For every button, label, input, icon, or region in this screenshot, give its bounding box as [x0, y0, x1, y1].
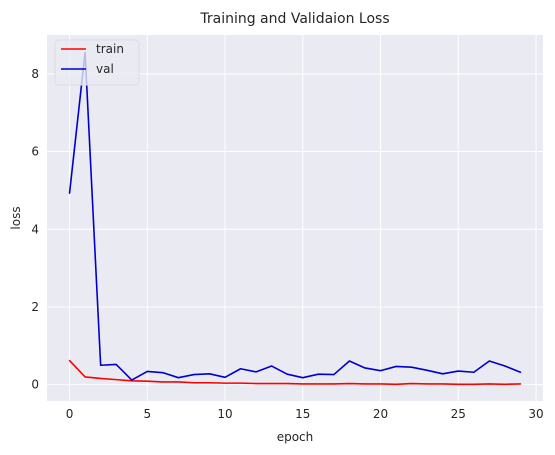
y-axis-label: loss — [9, 206, 23, 229]
x-tick-labels: 0 5 10 15 20 25 30 — [66, 407, 544, 421]
x-axis-label: epoch — [277, 430, 314, 444]
legend-label-val: val — [96, 62, 114, 76]
x-tick-label: 10 — [217, 407, 232, 421]
y-tick-label: 6 — [31, 145, 39, 159]
x-tick-label: 25 — [451, 407, 466, 421]
y-tick-label: 8 — [31, 67, 39, 81]
y-tick-label: 0 — [31, 378, 39, 392]
series-line-val — [68, 51, 522, 381]
series-layer — [68, 51, 522, 386]
legend-items: train val — [61, 42, 124, 76]
legend-box — [54, 39, 140, 86]
legend-label-train: train — [96, 42, 124, 56]
x-tick-label: 15 — [295, 407, 310, 421]
series-line-train — [68, 359, 522, 386]
plot-background — [47, 35, 543, 401]
y-tick-label: 4 — [31, 222, 39, 236]
legend: train val — [54, 39, 140, 86]
chart-title: Training and Validaion Loss — [199, 11, 389, 27]
x-tick-label: 5 — [143, 407, 151, 421]
x-tick-label: 0 — [66, 407, 74, 421]
x-tick-label: 20 — [373, 407, 388, 421]
y-tick-label: 2 — [31, 300, 39, 314]
x-tick-label: 30 — [528, 407, 543, 421]
y-tick-labels: 0 2 4 6 8 — [31, 67, 39, 392]
